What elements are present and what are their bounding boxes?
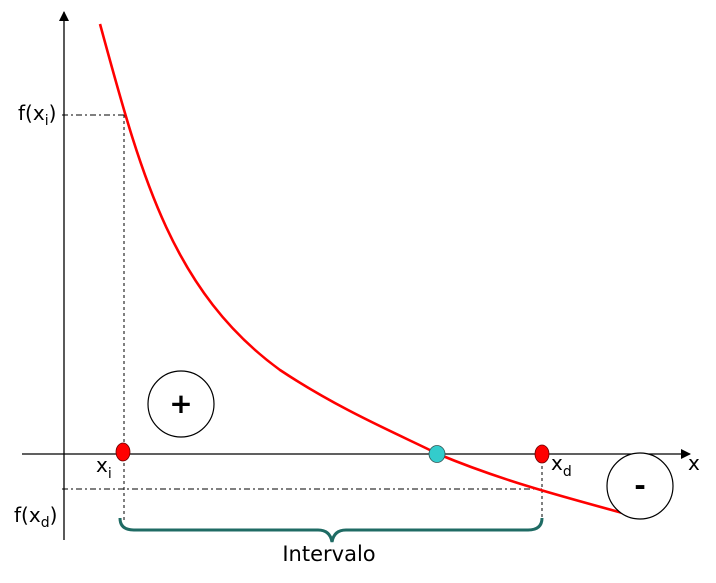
- xi-label: xi: [96, 453, 112, 482]
- xd-label: xd: [551, 451, 572, 480]
- xd-endpoint-point: [534, 444, 550, 464]
- negative-region-circle: [606, 452, 674, 520]
- xi-endpoint-point: [115, 442, 131, 462]
- positive-sign: +: [169, 387, 192, 420]
- interval-brace: [118, 517, 544, 543]
- x-axis-label: x: [688, 451, 700, 475]
- f-xd-label: f(xd): [14, 503, 57, 531]
- interval-label: Intervalo: [282, 542, 375, 566]
- f-xi-label: f(xi): [18, 101, 56, 129]
- negative-sign: -: [634, 469, 646, 502]
- function-curve: [98, 23, 631, 517]
- root-point: [428, 445, 446, 463]
- positive-region-circle: [147, 370, 215, 438]
